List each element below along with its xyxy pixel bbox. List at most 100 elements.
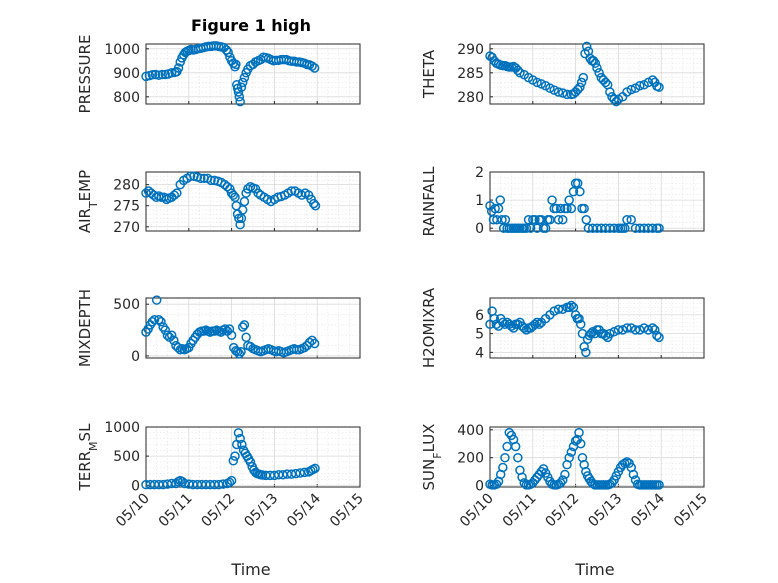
- data-point: [532, 317, 542, 328]
- y-tick-label: 4: [475, 345, 484, 361]
- data-point: [237, 439, 247, 450]
- data-point: [609, 327, 619, 337]
- data-point: [196, 173, 206, 184]
- data-point: [572, 84, 583, 95]
- data-point: [622, 323, 632, 333]
- data-point: [523, 215, 534, 225]
- data-series: [485, 427, 664, 490]
- x-tick-label: 05/13: [585, 491, 625, 531]
- data-point: [576, 77, 587, 88]
- data-point: [515, 68, 525, 78]
- data-point: [309, 338, 320, 349]
- data-series: [485, 300, 664, 358]
- y-tick-label: 400: [457, 423, 484, 439]
- y-axis-label: MIXDEPTH: [76, 289, 94, 367]
- data-point: [224, 477, 235, 488]
- data-point: [310, 463, 320, 474]
- data-point: [299, 467, 310, 478]
- y-tick-label: 280: [457, 90, 484, 106]
- data-point: [600, 330, 611, 341]
- data-point: [545, 83, 555, 93]
- data-point: [566, 300, 577, 311]
- axes-frame: [145, 426, 361, 488]
- y-tick-label: 200: [457, 451, 484, 467]
- y-axis-label: PRESSURE: [76, 35, 94, 114]
- data-point: [498, 462, 508, 473]
- data-point: [230, 451, 240, 461]
- data-point: [594, 68, 604, 78]
- data-point: [307, 61, 317, 71]
- data-point: [607, 478, 617, 488]
- data-point: [506, 321, 517, 331]
- data-point: [630, 325, 641, 335]
- subplot-8: 0 200 400 SUNFLUX 05/10 05/11 05/12 05/13 05/14 0…: [420, 423, 711, 531]
- y-axis-label: AIRTEMP: [76, 170, 100, 233]
- data-series: [141, 428, 320, 490]
- data-point: [581, 215, 592, 225]
- data-point: [553, 215, 564, 225]
- y-tick-label: 280: [113, 178, 140, 194]
- data-point: [613, 325, 624, 335]
- x-tick-label: 05/11: [156, 491, 196, 531]
- data-point: [245, 341, 256, 352]
- data-point: [173, 63, 184, 73]
- data-point: [575, 438, 586, 449]
- y-axis-label: TERRMSL: [76, 423, 100, 492]
- data-point: [166, 478, 177, 489]
- data-point: [166, 330, 177, 340]
- data-point: [151, 295, 162, 305]
- data-point: [519, 323, 529, 333]
- data-point: [578, 72, 589, 83]
- y-axis-label: THETA: [420, 49, 438, 99]
- y-tick-label: 285: [457, 66, 484, 82]
- y-tick-label: 1000: [104, 42, 140, 58]
- data-point: [647, 323, 658, 333]
- data-point: [234, 92, 245, 102]
- data-point: [555, 203, 566, 214]
- data-point: [566, 203, 577, 214]
- data-point: [626, 323, 636, 333]
- data-point: [553, 87, 564, 97]
- data-point: [547, 195, 557, 205]
- x-tick-label: 05/13: [241, 491, 281, 531]
- y-tick-label: 290: [457, 42, 484, 58]
- x-tick-label: 05/10: [457, 491, 497, 531]
- data-point: [500, 319, 510, 329]
- data-point: [575, 319, 586, 329]
- data-point: [587, 327, 598, 337]
- x-tick-label: 05/14: [628, 490, 668, 530]
- data-point: [218, 479, 228, 489]
- data-point: [617, 325, 628, 335]
- data-point: [549, 85, 559, 95]
- data-point: [530, 215, 540, 225]
- data-point: [532, 77, 542, 88]
- y-axis-label: RAINFALL: [420, 166, 438, 237]
- data-point: [628, 469, 639, 480]
- data-point: [635, 81, 645, 91]
- data-point: [568, 186, 579, 197]
- data-point: [236, 347, 246, 357]
- data-point: [558, 304, 568, 314]
- data-point: [564, 452, 574, 463]
- data-point: [555, 478, 566, 488]
- y-axis-label: SUNFLUX: [420, 424, 444, 491]
- data-point: [233, 87, 244, 97]
- data-point: [536, 79, 547, 89]
- x-tick-label: 05/12: [199, 491, 239, 531]
- subplot-2: 280 285 290 THETA: [420, 41, 705, 107]
- x-axis-label-right: Time: [574, 560, 614, 579]
- data-point: [309, 198, 319, 209]
- data-point: [231, 59, 241, 70]
- data-point: [235, 433, 245, 444]
- data-point: [162, 330, 173, 340]
- data-point: [223, 47, 233, 58]
- y-axis-label: H2OMIXRA: [420, 287, 438, 368]
- data-point: [169, 335, 179, 346]
- data-point: [600, 77, 611, 88]
- data-point: [504, 427, 515, 438]
- data-point: [564, 195, 574, 205]
- data-point: [160, 325, 171, 335]
- data-point: [643, 325, 654, 335]
